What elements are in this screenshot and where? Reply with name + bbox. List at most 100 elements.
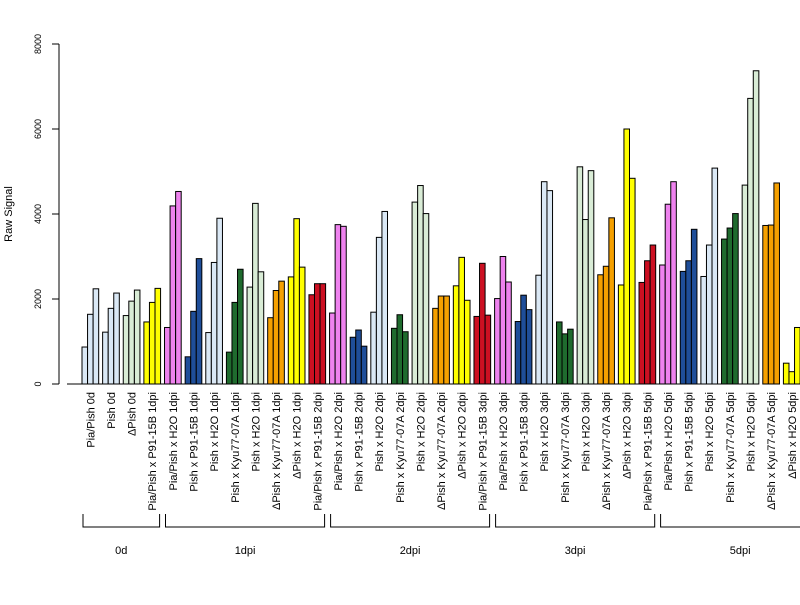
bar <box>92 288 100 385</box>
bar <box>576 166 584 385</box>
bar <box>794 326 800 385</box>
y-tick-label: 6000 <box>33 119 43 139</box>
x-tick-label: ΔPish x Kyu77-07A 2dpi <box>436 392 448 510</box>
x-tick-label: Pia/Pish x P91-15B 2dpi <box>312 392 324 511</box>
bar <box>752 70 760 385</box>
bar <box>747 97 754 385</box>
group-bracket <box>82 514 161 528</box>
bar <box>184 356 192 385</box>
bar <box>732 213 739 385</box>
y-axis-label: Raw Signal <box>3 186 15 242</box>
bar <box>602 265 610 385</box>
bar <box>659 264 666 385</box>
bar <box>473 315 481 385</box>
bar <box>381 210 389 385</box>
bar <box>479 262 486 385</box>
bar <box>422 213 430 385</box>
x-tick-label: Pish x P91-15B 5dpi <box>684 392 696 492</box>
x-tick-label: Pia/Pish x P91-15B 5dpi <box>642 392 654 511</box>
bar <box>608 217 615 385</box>
bar <box>190 310 197 385</box>
bar <box>685 260 692 385</box>
x-tick-label: Pia/Pish 0d <box>85 392 97 448</box>
x-tick-label: Pish x P91-15B 3dpi <box>519 392 531 492</box>
group-bracket-label: 5dpi <box>730 545 751 557</box>
group-bracket-label: 3dpi <box>565 545 586 557</box>
bar <box>231 301 239 385</box>
bar <box>463 299 471 385</box>
group-bracket <box>495 514 656 528</box>
x-tick-label: ΔPish x H2O 3dpi <box>622 392 634 479</box>
bar <box>561 333 569 385</box>
x-tick-label: Pish x H2O 2dpi <box>415 392 427 471</box>
bar <box>287 276 295 385</box>
bar <box>102 331 109 385</box>
bar <box>767 224 775 385</box>
x-tick-label: ΔPish x Kyu77-07A 1dpi <box>271 392 283 510</box>
bar <box>402 331 409 385</box>
bar <box>252 202 259 385</box>
x-tick-label: Pia/Pish x P91-15B 3dpi <box>477 392 489 511</box>
x-tick-label: Pish x H2O 1dpi <box>209 392 221 471</box>
bar <box>597 274 604 385</box>
x-tick-label: ΔPish 0d <box>127 392 139 436</box>
bar <box>143 321 150 385</box>
bar <box>443 295 450 385</box>
x-tick-label: ΔPish x H2O 2dpi <box>457 392 469 479</box>
x-tick-label: Pia/Pish x H2O 3dpi <box>498 392 510 490</box>
x-tick-label: ΔPish x Kyu77-07A 3dpi <box>601 392 613 510</box>
bar <box>293 218 300 385</box>
y-tick-label: 2000 <box>33 289 43 309</box>
x-tick-label: Pish x Kyu77-07A 2dpi <box>395 392 407 503</box>
bar <box>390 327 398 385</box>
bar <box>417 185 424 385</box>
bar <box>617 284 625 385</box>
group-bracket-label: 2dpi <box>400 545 421 557</box>
bar <box>546 190 554 385</box>
bar <box>762 224 769 385</box>
group-bracket-label: 0d <box>115 545 127 557</box>
bar <box>638 281 646 385</box>
bar <box>205 332 212 385</box>
bar <box>128 300 135 385</box>
bar <box>257 271 265 385</box>
bar <box>370 311 377 385</box>
group-bracket-label: 1dpi <box>235 545 256 557</box>
bar <box>216 217 223 385</box>
bar <box>582 219 589 385</box>
bar <box>540 181 548 385</box>
bar <box>535 274 542 385</box>
bar <box>308 294 315 385</box>
bar <box>432 307 439 385</box>
bar <box>649 244 657 385</box>
bar <box>148 301 156 385</box>
bar <box>278 280 285 385</box>
bar <box>319 283 327 385</box>
x-tick-label: ΔPish x H2O 1dpi <box>292 392 304 479</box>
bar <box>195 258 203 385</box>
bar <box>711 167 719 385</box>
bar <box>721 238 728 385</box>
bar <box>494 298 501 385</box>
bar <box>567 328 574 385</box>
x-tick-label: ΔPish x Kyu77-07A 5dpi <box>766 392 778 510</box>
bar <box>555 321 563 385</box>
x-tick-label: Pish x H2O 3dpi <box>539 392 551 471</box>
bar <box>349 336 357 385</box>
bar <box>313 283 321 385</box>
bar <box>705 244 713 385</box>
y-tick-label: 4000 <box>33 204 43 224</box>
bar <box>726 227 734 385</box>
bar <box>700 275 707 385</box>
bar <box>298 266 306 385</box>
x-tick-label: Pish 0d <box>106 392 118 429</box>
bar <box>782 362 790 385</box>
bar <box>679 270 687 385</box>
bar <box>741 184 749 385</box>
bar <box>225 351 233 385</box>
group-bracket <box>660 514 800 528</box>
bar <box>267 317 274 385</box>
bar <box>133 289 141 385</box>
bar <box>623 128 631 385</box>
bar <box>514 321 522 385</box>
